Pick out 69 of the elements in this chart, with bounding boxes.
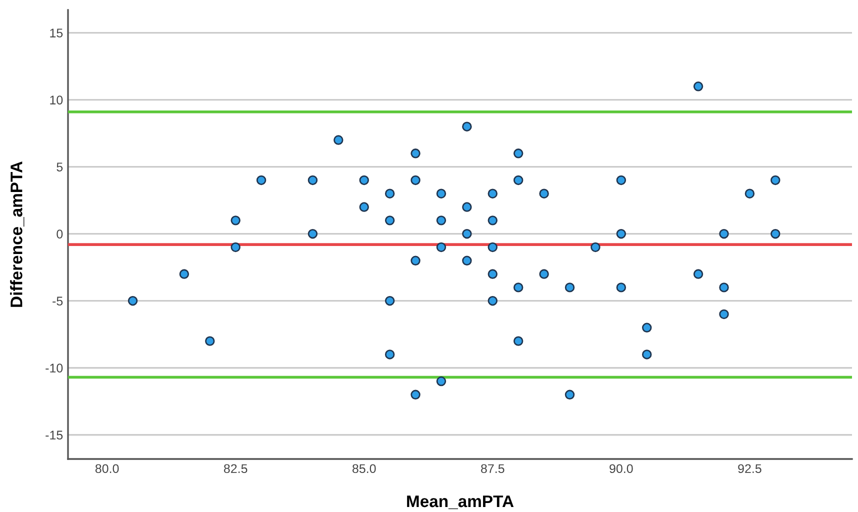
point [770,228,780,239]
y-tick-label: 15 [50,28,63,38]
point [513,175,524,186]
point [513,148,524,158]
y-tick-label: -5 [52,296,63,306]
point [384,188,395,198]
point [770,175,780,186]
y-tick-label: -15 [46,430,63,440]
point [564,282,575,292]
point [488,216,498,226]
point [564,390,575,400]
point [488,188,498,198]
point [410,256,420,266]
point [410,148,420,158]
point [488,242,498,252]
point [590,242,600,252]
point [744,188,755,198]
y-tick-label: -10 [46,364,63,373]
point [693,82,704,92]
point [462,228,472,239]
point [256,175,266,186]
y-tick-label: 10 [50,96,63,104]
point [308,175,318,186]
x-tick-label: 85.0 [352,464,376,474]
x-tick-label: 87.5 [481,464,504,474]
point [334,135,344,145]
point [616,175,626,186]
x-tick-label: 82.5 [224,464,248,474]
point [436,188,446,198]
point [719,309,729,320]
point [205,336,215,346]
point [436,376,446,386]
point [513,336,524,346]
x-tick-label: 92.5 [738,464,762,474]
x-tick-label: 90.0 [610,464,633,474]
point [384,350,395,360]
point [616,228,626,239]
point [693,269,704,279]
point [230,216,240,226]
point [128,296,138,306]
point [719,228,729,239]
point [642,322,652,333]
point [513,282,524,292]
point [462,122,472,132]
point [436,242,446,252]
point [230,242,240,252]
point [488,296,498,306]
point [462,256,472,266]
point [488,269,498,279]
point [179,269,190,279]
x-tick-label: 80.0 [95,464,119,474]
x-axis-title: Mean_amPTA [407,496,514,510]
point [462,202,472,212]
point [359,202,369,212]
point [384,296,395,306]
y-tick-label: 5 [56,162,63,172]
point [410,390,420,400]
point [308,228,318,239]
point [539,269,549,279]
point [436,216,446,226]
y-tick-label: 0 [56,230,63,238]
point [410,175,420,186]
point [719,282,729,292]
point [539,188,549,198]
point [642,350,652,360]
point [384,216,395,226]
point [359,175,369,186]
point [616,282,626,292]
y-axis-title: Difference_amPTA [10,161,24,307]
